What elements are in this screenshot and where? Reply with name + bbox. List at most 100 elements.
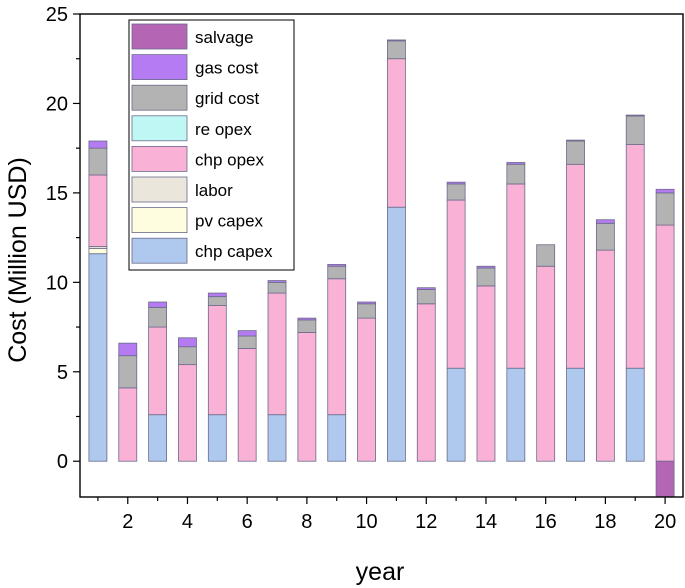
bar-segment-chp-opex-year-11 <box>387 58 406 208</box>
bar-segment-chp-capex-year-13 <box>446 367 466 462</box>
bar-segment-chp-opex-year-1 <box>88 174 108 247</box>
bar-segment-grid-cost-year-6 <box>237 335 257 349</box>
legend: salvage gas cost grid cost re opex chp opex l… <box>128 19 295 271</box>
bar-segment-chp-opex-year-16 <box>536 265 556 462</box>
bar-segment-chp-capex-year-17 <box>566 367 585 462</box>
legend-label-chp-capex: chp capex <box>195 242 273 261</box>
bar-segment-chp-opex-year-20 <box>655 224 675 462</box>
bar-segment-gas-cost-year-10 <box>357 301 376 305</box>
y-tick-label: 5 <box>57 362 68 384</box>
bar-segment-chp-opex-year-14 <box>476 285 496 462</box>
y-tick-label: 0 <box>57 451 68 473</box>
bar-segment-chp-opex-year-17 <box>566 163 585 369</box>
bar-segment-gas-cost-year-6 <box>237 330 257 337</box>
bar-segment-chp-opex-year-6 <box>237 348 257 462</box>
bar-segment-pv-capex-year-1 <box>88 247 108 255</box>
legend-swatch-chp-capex <box>131 237 188 264</box>
legend-label-labor: labor <box>195 181 233 200</box>
bar-segment-chp-opex-year-10 <box>357 317 376 462</box>
legend-label-salvage: salvage <box>195 28 254 47</box>
bar-segment-grid-cost-year-9 <box>327 265 347 280</box>
y-tick-label: 15 <box>46 183 68 205</box>
legend-label-re-opex: re opex <box>195 120 252 139</box>
bar-segment-grid-cost-year-19 <box>625 115 645 145</box>
bar-segment-gas-cost-year-18 <box>595 219 615 224</box>
bar-segment-chp-opex-year-9 <box>327 278 347 416</box>
legend-swatch-salvage <box>131 23 188 50</box>
bar-segment-chp-opex-year-15 <box>506 183 526 369</box>
y-tick-label: 10 <box>46 272 68 294</box>
bar-segment-chp-opex-year-4 <box>178 364 197 462</box>
x-tick-label: 20 <box>654 511 676 533</box>
bar-segment-gas-cost-year-9 <box>327 264 347 267</box>
legend-swatch-labor <box>131 176 188 203</box>
x-tick-label: 6 <box>242 511 253 533</box>
legend-label-chp-opex: chp opex <box>195 150 264 169</box>
bar-segment-grid-cost-year-8 <box>297 319 317 333</box>
bar-segment-chp-capex-year-1 <box>88 253 108 462</box>
bar-segment-grid-cost-year-2 <box>118 355 138 389</box>
y-tick-label: 20 <box>46 93 68 115</box>
x-tick-label: 10 <box>355 511 377 533</box>
legend-swatch-re-opex <box>131 115 188 142</box>
legend-swatch-pv-capex <box>131 207 188 234</box>
bar-segment-gas-cost-year-19 <box>625 114 645 117</box>
x-tick-label: 14 <box>475 511 497 533</box>
bar-segment-grid-cost-year-16 <box>536 244 556 267</box>
bar-segment-chp-opex-year-3 <box>148 326 168 416</box>
bar-segment-chp-opex-year-12 <box>416 303 436 462</box>
bar-segment-gas-cost-year-13 <box>446 181 466 185</box>
bar-segment-gas-cost-year-14 <box>476 265 496 269</box>
y-axis-title: Cost (Million USD) <box>4 157 32 363</box>
bar-segment-chp-capex-year-19 <box>625 367 645 462</box>
bar-segment-chp-capex-year-7 <box>267 414 287 462</box>
bar-segment-grid-cost-year-17 <box>566 140 585 165</box>
bar-segment-chp-opex-year-5 <box>207 305 227 416</box>
bar-segment-grid-cost-year-14 <box>476 267 496 287</box>
x-axis-ticks: 2 4 6 8 10 12 14 16 18 20 <box>97 497 676 533</box>
x-axis-title: year <box>356 558 405 586</box>
bar-segment-gas-cost-year-20 <box>655 188 675 194</box>
legend-label-pv-capex: pv capex <box>195 212 264 231</box>
bar-segment-gas-cost-year-1 <box>88 140 108 149</box>
bar-segment-gas-cost-year-2 <box>118 342 138 357</box>
bar-segment-gas-cost-year-3 <box>148 301 168 308</box>
legend-swatch-chp-opex <box>131 145 188 172</box>
bar-segment-gas-cost-year-8 <box>297 317 317 321</box>
x-tick-label: 18 <box>594 511 616 533</box>
bar-segment-chp-opex-year-8 <box>297 332 317 462</box>
bar-segment-chp-capex-year-15 <box>506 367 526 462</box>
bar-segment-chp-opex-year-7 <box>267 292 287 416</box>
bar-segment-chp-capex-year-9 <box>327 414 347 462</box>
bar-segment-grid-cost-year-15 <box>506 163 526 185</box>
bar-segment-grid-cost-year-11 <box>387 40 406 60</box>
bar-segment-grid-cost-year-18 <box>595 222 615 251</box>
bar-segment-grid-cost-year-13 <box>446 183 466 201</box>
bar-segment-chp-opex-year-2 <box>118 387 138 462</box>
legend-swatch-gas-cost <box>131 54 188 80</box>
bar-segment-chp-opex-year-19 <box>625 144 645 369</box>
y-tick-label: 25 <box>46 4 68 26</box>
x-tick-label: 16 <box>535 511 557 533</box>
legend-label-gas-cost: gas cost <box>195 59 259 78</box>
bar-segment-grid-cost-year-12 <box>416 289 436 305</box>
bar-segment-gas-cost-year-4 <box>178 337 197 348</box>
bar-segment-grid-cost-year-5 <box>207 296 227 306</box>
bar-segment-gas-cost-year-15 <box>506 162 526 165</box>
bar-segment-chp-opex-year-18 <box>595 249 615 462</box>
plot-border <box>79 13 684 498</box>
bar-segment-gas-cost-year-11 <box>387 39 406 42</box>
bar-segment-gas-cost-year-17 <box>566 139 585 142</box>
y-axis-ticks: 0 5 10 15 20 25 <box>46 4 80 473</box>
bar-segment-grid-cost-year-4 <box>178 346 197 366</box>
bar-segment-grid-cost-year-1 <box>88 147 108 176</box>
bar-segment-chp-capex-year-5 <box>207 414 227 462</box>
bars-layer <box>88 39 675 498</box>
x-tick-label: 12 <box>415 511 437 533</box>
legend-swatch-grid-cost <box>131 84 188 111</box>
x-tick-label: 4 <box>182 511 193 533</box>
bar-segment-chp-capex-year-3 <box>148 414 168 462</box>
bar-segment-chp-opex-year-13 <box>446 199 466 369</box>
legend-label-grid-cost: grid cost <box>195 89 260 108</box>
